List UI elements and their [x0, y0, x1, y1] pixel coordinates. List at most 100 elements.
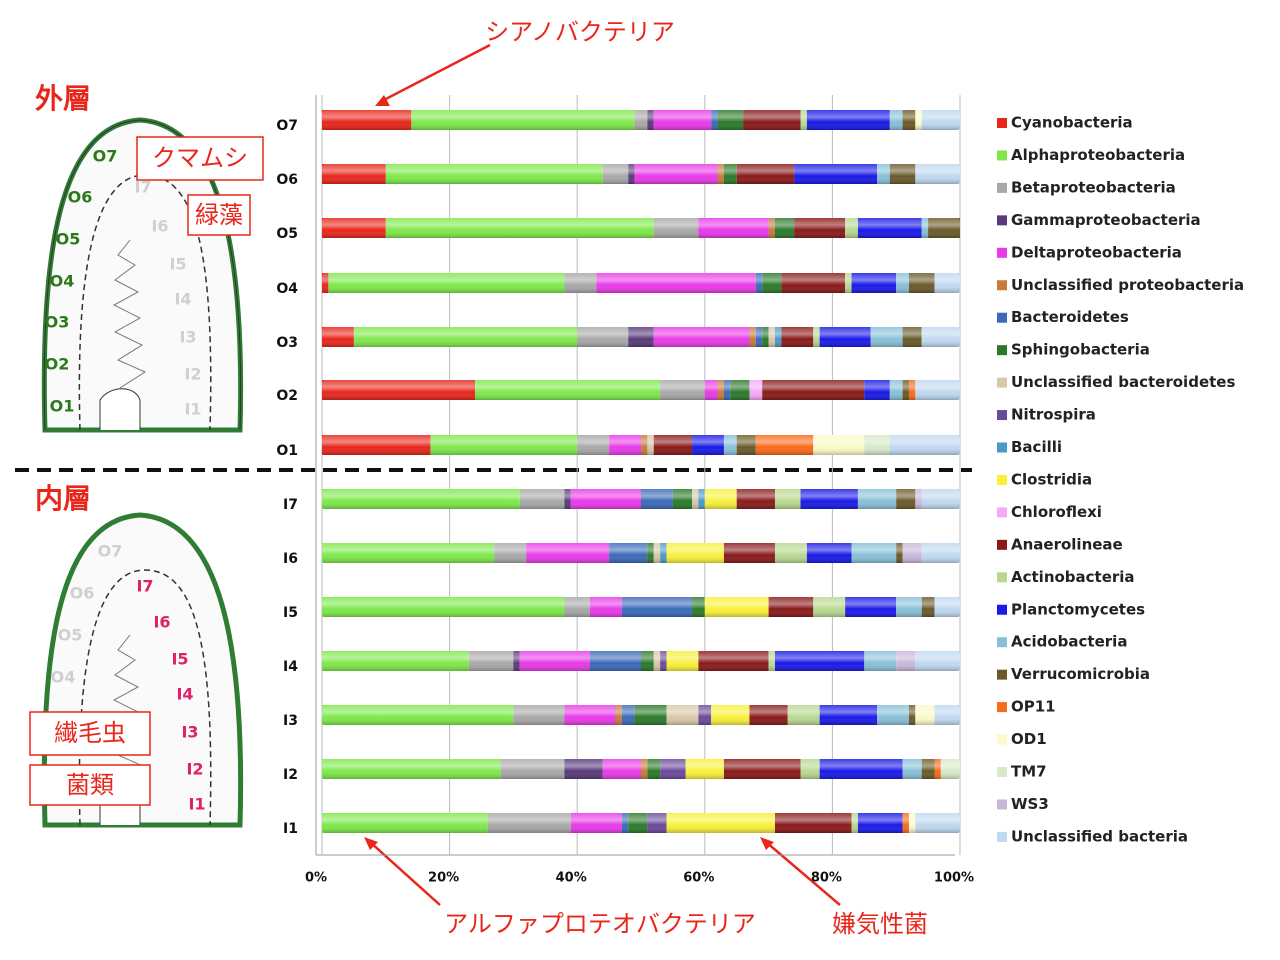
layer-label: O5	[58, 626, 83, 645]
legend-label: Anaerolineae	[1011, 535, 1123, 553]
y-tick-label: I2	[283, 767, 298, 783]
layer-label: I5	[169, 255, 186, 274]
legend-swatch	[997, 831, 1007, 842]
legend-label: Cyanobacteria	[1011, 114, 1133, 132]
bar-gloss	[322, 543, 960, 563]
callout: 緑藻	[195, 201, 243, 229]
legend-swatch	[997, 539, 1007, 550]
y-tick-label: I4	[283, 659, 298, 675]
x-tick-label: 20%	[428, 871, 459, 886]
legend-swatch	[997, 118, 1007, 128]
annotation: 嫌気性菌	[832, 910, 928, 938]
legend-label: Bacteroidetes	[1011, 308, 1129, 326]
layer-label: O5	[56, 230, 81, 249]
layer-label: O1	[50, 397, 75, 416]
layer-label: I1	[188, 795, 205, 814]
y-tick-label: O2	[276, 388, 298, 404]
bar-gloss	[322, 651, 960, 671]
callout-box	[29, 764, 151, 806]
legend-label: Alphaproteobacteria	[1011, 146, 1185, 164]
legend-label: Clostridia	[1011, 470, 1092, 488]
callout-box	[187, 194, 251, 236]
bar-gloss	[322, 110, 960, 130]
legend-swatch	[997, 442, 1007, 453]
callout-box	[136, 136, 264, 181]
legend-swatch	[997, 247, 1007, 258]
arrow	[765, 841, 841, 906]
annotation: アルファプロテオバクテリア	[444, 910, 756, 938]
legend-swatch	[997, 507, 1007, 518]
callout: 繊毛虫	[54, 719, 126, 747]
legend-label: Actinobacteria	[1011, 568, 1135, 586]
bar-gloss	[322, 218, 960, 238]
layer-label: O3	[45, 313, 70, 332]
y-tick-label: O3	[276, 335, 298, 351]
arrow	[369, 841, 441, 906]
legend-label: Chloroflexi	[1011, 503, 1102, 521]
outer-title: 外層	[35, 82, 91, 115]
inner-structure	[112, 634, 147, 784]
layer-label: I7	[134, 178, 151, 197]
x-tick-label: 80%	[811, 871, 842, 886]
layer-label: I7	[136, 577, 153, 596]
legend-label: OD1	[1011, 730, 1047, 748]
y-tick-label: I3	[283, 713, 298, 729]
layer-label: I4	[174, 290, 191, 309]
legend-label: Unclassified proteobacteria	[1011, 276, 1244, 294]
arrowhead	[375, 95, 390, 106]
y-tick-label: O5	[276, 226, 298, 242]
callout-box	[29, 711, 151, 756]
legend-swatch	[997, 474, 1007, 485]
layer-label: I3	[181, 723, 198, 742]
legend-swatch	[997, 280, 1007, 291]
y-tick-label: I5	[283, 605, 298, 621]
layer-label: O4	[51, 668, 76, 687]
legend-label: Planctomycetes	[1011, 600, 1145, 618]
x-tick-label: 60%	[683, 871, 714, 886]
annotation: シアノバクテリア	[485, 18, 675, 46]
legend-label: TM7	[1011, 763, 1047, 781]
legend-swatch	[997, 377, 1007, 388]
legend-label: Verrucomicrobia	[1011, 665, 1150, 683]
legend-swatch	[997, 150, 1007, 161]
legend-label: Betaproteobacteria	[1011, 178, 1176, 196]
layer-label: O7	[98, 542, 123, 561]
bar-gloss	[322, 489, 960, 509]
bar-gloss	[322, 759, 960, 779]
legend-label: Deltaproteobacteria	[1011, 243, 1182, 261]
arrow	[379, 43, 491, 104]
y-tick-label: O4	[276, 281, 298, 297]
legend-label: Sphingobacteria	[1011, 341, 1150, 359]
x-tick-label: 40%	[556, 871, 587, 886]
legend-swatch	[997, 637, 1007, 648]
legend-label: Nitrospira	[1011, 406, 1096, 424]
legend-swatch	[997, 669, 1007, 680]
arrowhead	[364, 837, 378, 850]
callout: クマムシ	[152, 144, 248, 172]
layer-label: I4	[176, 685, 193, 704]
x-tick-label: 0%	[305, 871, 327, 886]
inner-title: 内層	[35, 482, 91, 515]
layer-label: O6	[70, 584, 95, 603]
legend-label: Gammaproteobacteria	[1011, 211, 1201, 229]
y-tick-label: O7	[276, 118, 298, 134]
bar-gloss	[322, 164, 960, 184]
layer-label: I6	[151, 217, 168, 236]
y-tick-label: O6	[276, 172, 298, 188]
layer-label: O2	[45, 355, 70, 374]
legend-swatch	[997, 182, 1007, 193]
inner-structure	[112, 239, 147, 389]
bar-gloss	[322, 435, 960, 455]
legend-swatch	[997, 410, 1007, 421]
legend-label: WS3	[1011, 795, 1049, 813]
y-tick-label: I7	[283, 497, 298, 513]
layer-label: I5	[171, 650, 188, 669]
body-edge	[43, 119, 242, 431]
legend-swatch	[997, 215, 1007, 226]
legend-swatch	[997, 345, 1007, 356]
legend-swatch	[997, 734, 1007, 745]
callout: 菌類	[66, 771, 114, 799]
legend-label: OP11	[1011, 698, 1056, 716]
bar-gloss	[322, 813, 960, 833]
